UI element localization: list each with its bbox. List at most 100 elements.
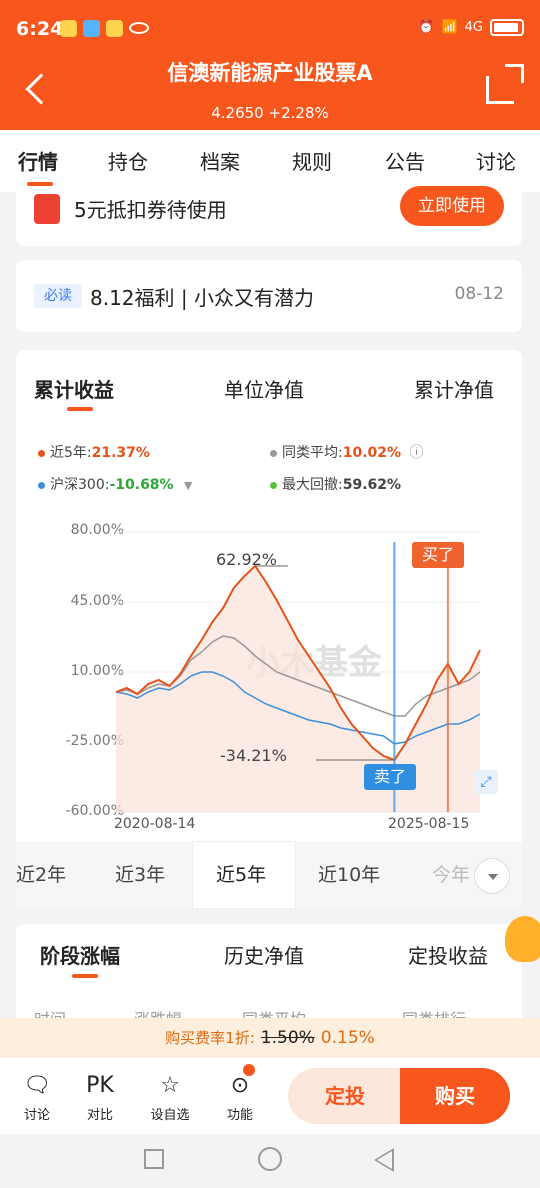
legend-label: 最大回撤: — [282, 477, 343, 493]
period-ytd[interactable]: 今年 — [432, 864, 471, 886]
period-10y[interactable]: 近10年 — [318, 864, 381, 886]
tab-underline — [27, 182, 53, 186]
app-notification-icon — [106, 20, 123, 37]
y-tick-label: -60.00% — [65, 803, 124, 819]
pk-icon: PK — [86, 1073, 114, 1098]
alarm-icon: ⏰ — [418, 20, 435, 35]
notification-badge — [243, 1064, 255, 1076]
chart-tab-accum-nav[interactable]: 累计净值 — [414, 378, 494, 402]
status-time: 6:24 — [16, 18, 64, 40]
must-read-tag: 必读 — [34, 284, 82, 308]
legend-value: 10.02% — [342, 445, 402, 461]
info-icon[interactable]: ⓘ — [409, 445, 424, 461]
min-annotation: -34.21% — [220, 746, 287, 765]
tab-discussion[interactable]: 讨论 — [476, 150, 516, 174]
notice-card[interactable]: 必读 8.12福利 | 小众又有潜力 08-12 — [16, 260, 522, 332]
red-envelope-icon — [34, 194, 60, 224]
period-2y[interactable]: 近2年 — [16, 864, 67, 886]
fund-nav: 4.2650 +2.28% — [0, 104, 540, 122]
system-nav-bar — [0, 1134, 540, 1188]
buy-button[interactable]: 购买 — [400, 1068, 510, 1124]
y-tick-label: 45.00% — [70, 593, 124, 609]
legend-dot — [38, 449, 45, 457]
chart-tab-underline — [67, 407, 93, 411]
message-notification-icon — [83, 20, 100, 37]
status-right: ⏰ 📶 4G — [418, 19, 524, 36]
bottom-discuss[interactable]: 🗨 讨论 — [12, 1072, 62, 1123]
y-tick-label: 80.00% — [70, 522, 124, 538]
fee-prefix: 购买费率1折: — [165, 1029, 255, 1047]
legend-value: -10.68% — [109, 477, 174, 493]
app-notification-icon — [60, 20, 77, 37]
bottom-label: 讨论 — [23, 1108, 50, 1123]
chat-bubble-icon: 🗨 — [23, 1073, 51, 1098]
battery-icon — [490, 19, 524, 36]
legend-peer: 同类平均:10.02% ⓘ — [270, 442, 423, 462]
sell-marker[interactable]: 卖了 — [364, 764, 416, 790]
fee-bar: 购买费率1折: 1.50% 0.15% — [0, 1018, 540, 1058]
y-tick-label: 10.00% — [70, 663, 124, 679]
period-5y[interactable]: 近5年 — [216, 860, 267, 887]
chart-lines — [115, 542, 481, 812]
max-annotation: 62.92% — [216, 550, 278, 569]
y-tick-label: -25.00% — [65, 733, 124, 749]
sip-button[interactable]: 定投 — [288, 1068, 402, 1124]
use-coupon-button[interactable]: 立即使用 — [400, 186, 504, 226]
recent-apps-icon[interactable] — [144, 1149, 164, 1169]
nav-value: 4.2650 — [211, 104, 264, 122]
index-line — [115, 671, 481, 745]
expand-icon[interactable]: ⤢ — [474, 770, 498, 794]
legend-dot — [38, 481, 45, 489]
buy-marker[interactable]: 买了 — [412, 542, 464, 568]
stage-tab-underline — [72, 974, 98, 978]
legend-index[interactable]: 沪深300:-10.68% ▼ — [38, 474, 193, 494]
legend-fund: 近5年:21.37% — [38, 442, 150, 462]
legend-label: 沪深300: — [50, 477, 110, 493]
status-app-icons — [60, 20, 149, 37]
legend-value: 21.37% — [91, 445, 150, 461]
stage-tab-returns[interactable]: 阶段涨幅 — [40, 944, 120, 968]
notice-date: 08-12 — [454, 284, 504, 304]
tab-holdings[interactable]: 持仓 — [108, 150, 148, 174]
period-3y[interactable]: 近3年 — [115, 864, 166, 886]
bottom-compare[interactable]: PK 对比 — [75, 1072, 125, 1123]
header: 信澳新能源产业股票A 4.2650 +2.28% — [0, 40, 540, 130]
legend-drawdown: 最大回撤:59.62% — [270, 474, 401, 494]
tab-rules[interactable]: 规则 — [292, 150, 332, 174]
chart-tab-cumulative-return[interactable]: 累计收益 — [34, 378, 114, 402]
tab-market[interactable]: 行情 — [18, 150, 58, 174]
mascot-icon[interactable] — [505, 916, 540, 962]
period-selector: 近2年 近3年 近5年 近10年 今年 — [16, 842, 522, 908]
nav-change: +2.28% — [268, 104, 329, 122]
x-start-label: 2020-08-14 — [114, 816, 196, 832]
back-icon[interactable] — [374, 1148, 394, 1172]
fee-old: 1.50% — [260, 1028, 315, 1048]
legend-label: 同类平均: — [282, 445, 343, 461]
coupon-text: 5元抵扣券待使用 — [74, 198, 227, 222]
stage-tab-sip-returns[interactable]: 定投收益 — [408, 944, 488, 968]
fund-line — [115, 564, 481, 762]
chevron-down-icon: ▼ — [184, 479, 193, 492]
chart-tab-unit-nav[interactable]: 单位净值 — [224, 378, 304, 402]
eye-icon — [129, 22, 149, 34]
bottom-functions[interactable]: ⊙ 功能 — [215, 1072, 265, 1123]
legend-dot — [270, 481, 277, 489]
share-icon[interactable] — [486, 64, 524, 104]
fund-title: 信澳新能源产业股票A — [167, 61, 373, 85]
bottom-label: 设自选 — [150, 1108, 190, 1123]
more-periods-button[interactable] — [474, 858, 510, 894]
bottom-label: 对比 — [86, 1108, 113, 1123]
tab-announcements[interactable]: 公告 — [385, 150, 425, 174]
bottom-watchlist[interactable]: ☆ 设自选 — [145, 1072, 195, 1123]
chart-card: 累计收益 单位净值 累计净值 近5年:21.37% 同类平均:10.02% ⓘ … — [16, 350, 522, 908]
home-icon[interactable] — [258, 1147, 282, 1171]
x-end-label: 2025-08-15 — [388, 816, 470, 832]
stage-tab-history-nav[interactable]: 历史净值 — [224, 944, 304, 968]
star-plus-icon: ☆ — [160, 1073, 180, 1098]
fee-now: 0.15% — [320, 1028, 375, 1048]
bottom-label: 功能 — [226, 1108, 253, 1123]
network-label: 4G — [464, 20, 483, 35]
notice-text: 8.12福利 | 小众又有潜力 — [90, 286, 314, 310]
tab-profile[interactable]: 档案 — [200, 150, 240, 174]
